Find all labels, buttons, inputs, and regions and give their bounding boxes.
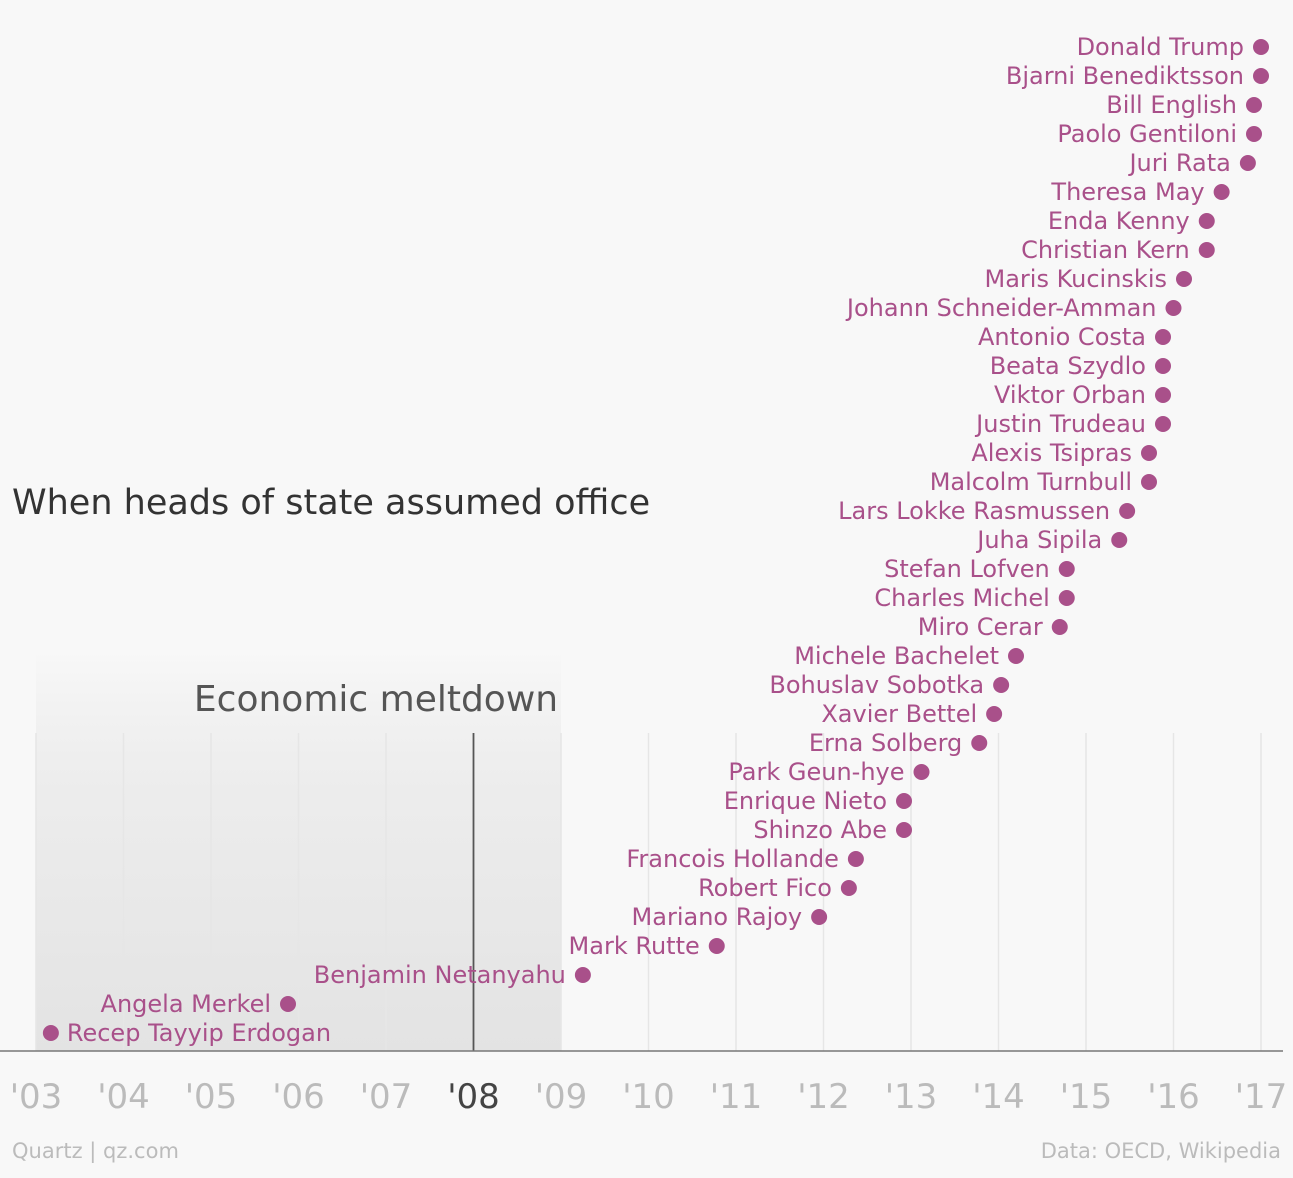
x-tick-label: '06: [272, 1077, 325, 1117]
x-tick-label: '12: [797, 1077, 850, 1117]
data-point: [1176, 271, 1192, 287]
point-label: Theresa May: [1050, 178, 1204, 206]
point-label: Angela Merkel: [101, 990, 271, 1018]
x-tick-label: '10: [622, 1077, 675, 1117]
x-tick-label: '05: [185, 1077, 238, 1117]
point-label: Robert Fico: [698, 874, 832, 902]
data-point: [1141, 474, 1157, 490]
data-point: [1198, 213, 1215, 229]
data-point: [42, 1025, 59, 1041]
data-point: [280, 996, 296, 1012]
data-point: [1155, 387, 1171, 403]
data-point: [896, 793, 912, 809]
point-label: Shinzo Abe: [753, 816, 887, 844]
data-point: [574, 967, 591, 983]
point-label: Alexis Tsipras: [971, 439, 1132, 467]
x-tick-label: '11: [710, 1077, 763, 1117]
point-label: Benjamin Netanyahu: [314, 961, 566, 989]
data-point: [708, 938, 725, 954]
data-point: [847, 851, 864, 867]
x-tick-label: '09: [535, 1077, 588, 1117]
point-label: Charles Michel: [874, 584, 1049, 612]
data-point: [1253, 39, 1269, 55]
point-label: Christian Kern: [1021, 236, 1190, 264]
data-point: [840, 880, 857, 896]
data-point: [1058, 590, 1075, 606]
point-label: Paolo Gentiloni: [1057, 120, 1237, 148]
source-credit: Quartz | qz.com: [12, 1139, 179, 1164]
x-tick-label: '15: [1060, 1077, 1113, 1117]
data-point: [986, 706, 1003, 722]
point-label: Donald Trump: [1077, 33, 1244, 61]
data-point: [1155, 416, 1171, 432]
x-tick-label: '07: [360, 1077, 413, 1117]
data-point: [1246, 97, 1262, 113]
data-point: [1119, 503, 1136, 519]
point-label: Park Geun-hye: [728, 758, 904, 786]
data-point: [913, 764, 930, 780]
point-label: Malcolm Turnbull: [930, 468, 1132, 496]
point-label: Mariano Rajoy: [632, 903, 803, 931]
data-point: [1213, 184, 1230, 200]
point-label: Johann Schneider-Amman: [845, 294, 1157, 322]
point-label: Bill English: [1106, 91, 1237, 119]
data-point: [1253, 68, 1269, 84]
data-point: [1051, 619, 1068, 635]
x-tick-label: '08: [447, 1077, 500, 1117]
data-point: [1198, 242, 1215, 258]
point-label: Lars Lokke Rasmussen: [838, 497, 1110, 525]
data-point: [811, 909, 828, 925]
data-point: [971, 735, 988, 751]
point-label: Mark Rutte: [569, 932, 700, 960]
data-point: [1111, 532, 1128, 548]
data-point: [1141, 445, 1157, 461]
point-label: Bjarni Benediktsson: [1006, 62, 1244, 90]
point-label: Enrique Nieto: [724, 787, 887, 815]
point-label: Juha Sipila: [975, 526, 1102, 554]
point-label: Justin Trudeau: [974, 410, 1146, 438]
point-label: Beata Szydlo: [990, 352, 1146, 380]
point-label: Viktor Orban: [994, 381, 1146, 409]
x-tick-label: '13: [885, 1077, 938, 1117]
economic-meltdown-label: Economic meltdown: [194, 679, 558, 720]
point-label: Michele Bachelet: [794, 642, 999, 670]
data-point: [1246, 126, 1262, 142]
data-point: [1058, 561, 1075, 577]
point-label: Stefan Lofven: [884, 555, 1050, 583]
point-label: Recep Tayyip Erdogan: [67, 1019, 331, 1047]
data-point: [1155, 329, 1171, 345]
data-point: [1239, 155, 1256, 171]
point-label: Juri Rata: [1127, 149, 1230, 177]
point-label: Francois Hollande: [626, 845, 839, 873]
data-source: Data: OECD, Wikipedia: [1041, 1139, 1281, 1163]
point-label: Miro Cerar: [918, 613, 1043, 641]
data-point: [1008, 648, 1024, 664]
x-tick-label: '17: [1235, 1077, 1288, 1117]
x-tick-label: '16: [1147, 1077, 1200, 1117]
x-tick-label: '14: [972, 1077, 1025, 1117]
x-tick-label: '04: [97, 1077, 150, 1117]
point-label: Bohuslav Sobotka: [769, 671, 984, 699]
point-label: Enda Kenny: [1048, 207, 1190, 235]
data-point: [1155, 358, 1171, 374]
chart-title: When heads of state assumed office: [12, 483, 650, 523]
data-point: [1165, 300, 1182, 316]
data-point: [896, 822, 912, 838]
data-point: [993, 677, 1010, 693]
point-label: Xavier Bettel: [821, 700, 977, 728]
point-label: Maris Kucinskis: [985, 265, 1167, 293]
x-tick-label: '03: [10, 1077, 63, 1117]
point-label: Erna Solberg: [809, 729, 962, 757]
point-label: Antonio Costa: [978, 323, 1146, 351]
